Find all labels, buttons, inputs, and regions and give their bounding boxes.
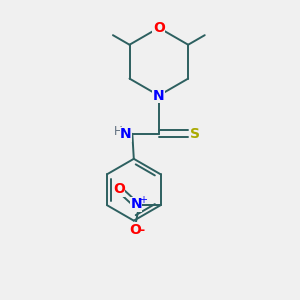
Text: O: O: [113, 182, 125, 196]
Text: N: N: [130, 197, 142, 211]
Text: N: N: [120, 128, 132, 141]
Text: -: -: [140, 224, 145, 237]
Text: O: O: [130, 223, 142, 237]
Text: N: N: [153, 88, 165, 103]
Text: S: S: [190, 127, 200, 141]
Text: +: +: [139, 195, 147, 205]
Text: O: O: [153, 21, 165, 35]
Text: H: H: [114, 125, 123, 138]
